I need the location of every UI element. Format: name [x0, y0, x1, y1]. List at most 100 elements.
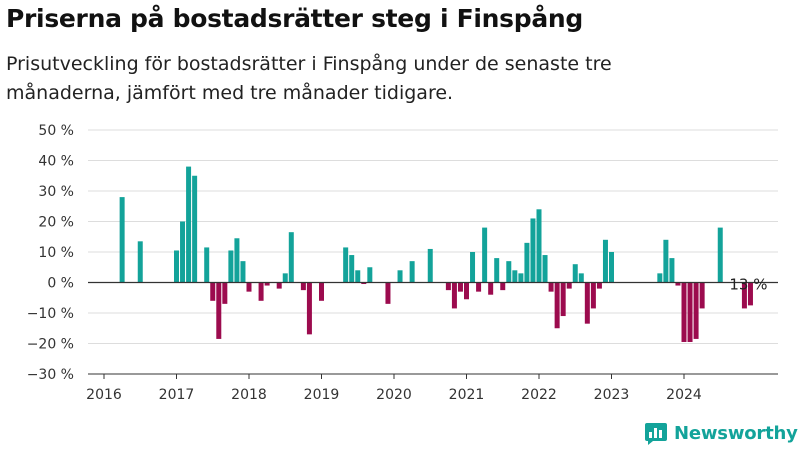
bar [596, 282, 602, 289]
bar [590, 282, 596, 309]
chart-title: Priserna på bostadsrätter steg i Finspån… [6, 4, 584, 33]
bar [609, 252, 614, 283]
bar [204, 247, 210, 283]
bar [180, 221, 186, 283]
bar [584, 282, 590, 324]
bar [234, 238, 240, 283]
bar [681, 282, 687, 342]
x-tick-label: 2021 [449, 387, 485, 403]
x-tick-label: 2017 [159, 387, 195, 403]
y-tick-label: 50 % [38, 123, 74, 139]
bar [482, 227, 488, 283]
bar [288, 232, 294, 283]
newsworthy-bar-chart-icon [645, 423, 667, 445]
bar [343, 247, 349, 283]
x-tick-label: 2020 [376, 387, 412, 403]
bar [246, 282, 252, 292]
bar [397, 270, 403, 283]
bar [530, 218, 536, 283]
bar [445, 282, 451, 291]
bar [264, 282, 270, 286]
bar [228, 250, 234, 283]
bar [536, 209, 542, 283]
bar [300, 282, 306, 291]
bar [572, 264, 578, 283]
bar [210, 282, 216, 301]
chart-subtitle: Prisutveckling för bostadsrätter i Finsp… [6, 53, 612, 104]
x-tick-label: 2023 [594, 387, 630, 403]
bar [693, 282, 699, 339]
bar [282, 273, 288, 283]
gridlines [88, 129, 778, 375]
y-tick-label: 0 % [47, 276, 74, 292]
y-tick-label: −30 % [27, 367, 74, 383]
bar [494, 258, 500, 283]
y-tick-label: −10 % [27, 306, 74, 322]
bar [409, 261, 415, 283]
bar [602, 239, 608, 283]
bar [675, 282, 681, 286]
bar [216, 282, 222, 339]
bar [258, 282, 264, 301]
bar [699, 282, 705, 309]
bar [276, 282, 282, 289]
x-tick-label: 2024 [666, 387, 702, 403]
bar [669, 258, 675, 283]
x-tick-label: 2016 [86, 387, 122, 403]
bar [518, 273, 524, 283]
y-tick-label: 40 % [38, 154, 74, 170]
bar [306, 282, 312, 335]
bar [186, 166, 192, 283]
bar [174, 250, 179, 283]
annotations: 13 % [729, 275, 767, 293]
bar [385, 282, 391, 304]
bar [747, 282, 753, 306]
bar [741, 282, 747, 309]
bar [566, 282, 572, 289]
bar [319, 282, 324, 301]
y-tick-label: 30 % [38, 184, 74, 200]
bar [542, 255, 548, 283]
bar [349, 255, 355, 283]
x-tick-label: 2018 [231, 387, 267, 403]
y-axis-tick-labels: 50 % 40 % 30 % 20 % 10 % 0 % −10 % −20 % −30 % [27, 123, 74, 383]
y-tick-label: 20 % [38, 215, 74, 231]
x-tick-label: 2019 [304, 387, 340, 403]
bar [657, 273, 663, 283]
bar-chart: 50 % 40 % 30 % 20 % 10 % 0 % −10 % −20 % −30 % 2… [27, 123, 778, 403]
bar [506, 261, 512, 283]
bar [717, 227, 723, 283]
bar [119, 197, 125, 283]
bar [137, 241, 143, 283]
y-tick-label: 10 % [38, 245, 74, 261]
bar [554, 282, 560, 329]
bar [240, 261, 246, 283]
bar [578, 273, 584, 283]
bar [451, 282, 457, 309]
bars [119, 166, 753, 342]
bar [476, 282, 482, 292]
x-tick-label: 2022 [521, 387, 557, 403]
bar [427, 248, 433, 283]
bar [488, 282, 494, 295]
bar [361, 282, 367, 285]
bar [548, 282, 554, 292]
bar [355, 270, 361, 283]
bar [687, 282, 693, 342]
bar [222, 282, 228, 304]
y-tick-label: −20 % [27, 337, 74, 353]
bar [464, 282, 469, 300]
brand-name: Newsworthy [674, 422, 798, 444]
bar [470, 252, 476, 283]
bar [512, 270, 518, 283]
bar [500, 282, 506, 291]
x-axis-tick-labels: 2016 2017 2018 2019 2020 2021 2022 2023 2024 [86, 387, 702, 403]
bar [367, 267, 373, 283]
bar [560, 282, 566, 317]
bar [457, 282, 463, 292]
x-axis-tick-marks [103, 374, 685, 379]
annotation-label: 13 % [729, 275, 767, 293]
newsworthy-logo: Newsworthy [644, 419, 798, 447]
bar [663, 239, 669, 283]
bar [524, 242, 530, 283]
